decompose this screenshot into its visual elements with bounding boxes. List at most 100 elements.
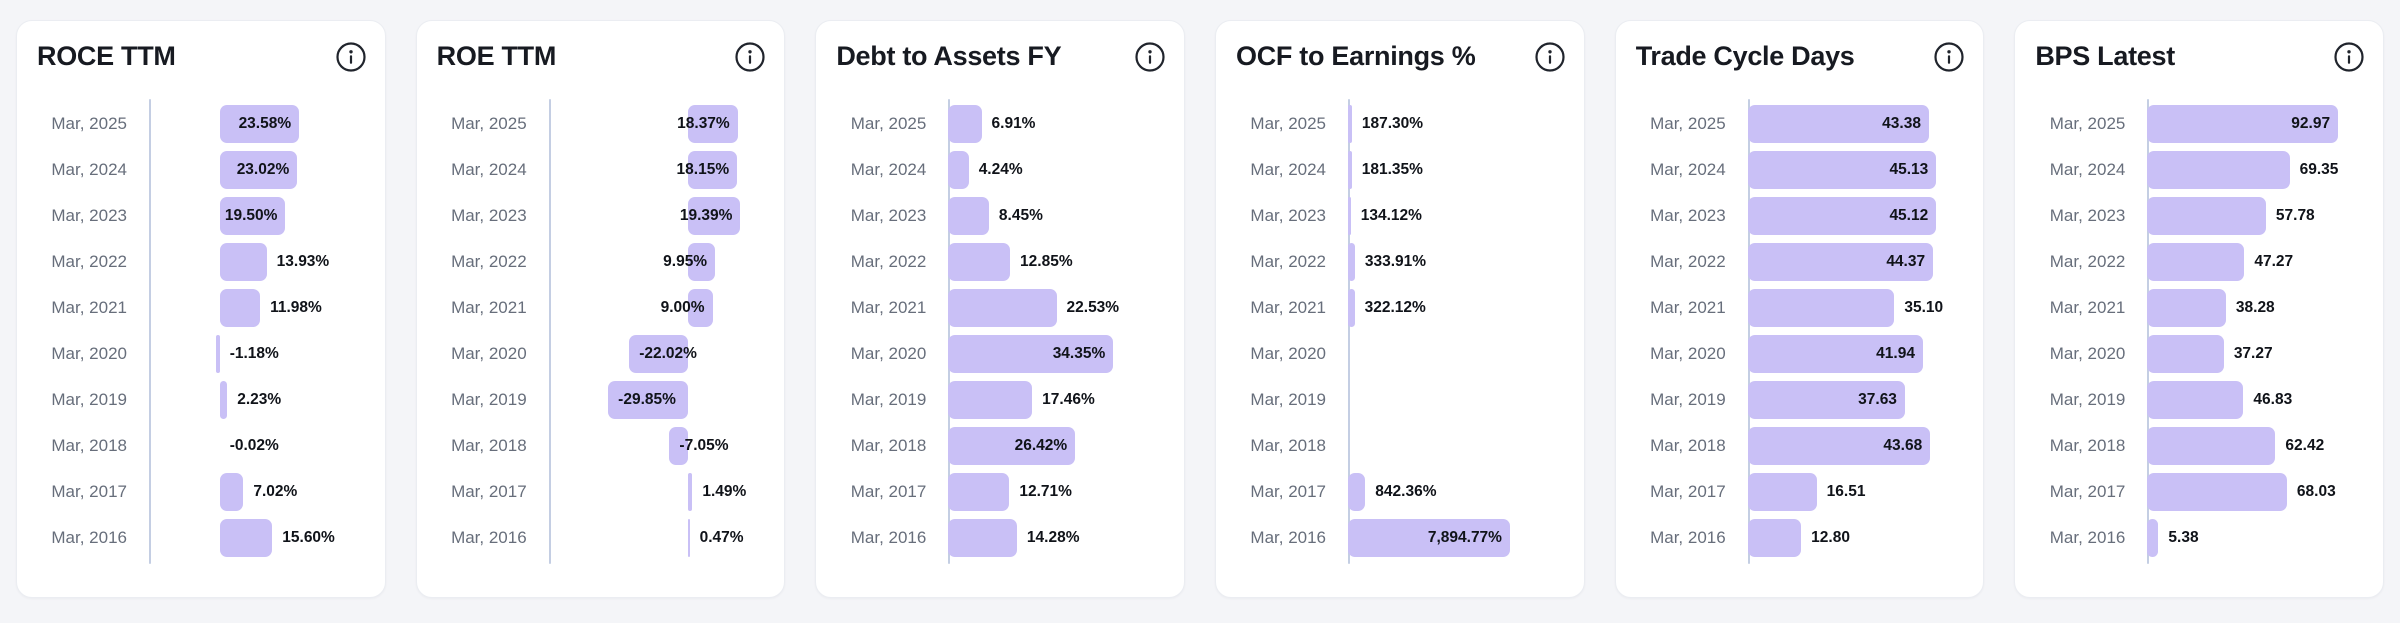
value-bar[interactable] [219,473,244,511]
value-bar[interactable] [2147,335,2224,373]
period-label: Mar, 2016 [1650,528,1726,547]
value-bar[interactable] [688,473,693,511]
period-label: Mar, 2023 [1250,206,1327,225]
value-bar[interactable] [2147,381,2244,419]
row-plot-area: 45.13 [1747,151,1974,189]
value-bar[interactable] [948,197,989,235]
row-plot-area: 7,894.77% [1348,519,1574,557]
value-label: 8.45% [998,207,1043,224]
row-plot-area: 8.45% [948,197,1174,235]
value-bar[interactable] [608,381,689,419]
value-bar[interactable] [948,519,1017,557]
period-label: Mar, 2019 [850,390,927,409]
row-plot-area: 11.98% [149,289,375,327]
chart-row: Mar, 2019 17.46% [836,377,1174,423]
period-label: Mar, 2023 [2049,206,2126,225]
value-bar[interactable] [948,243,1011,281]
info-icon[interactable] [1134,41,1166,73]
value-bar[interactable] [219,151,298,189]
value-bar[interactable] [1747,151,1937,189]
value-bar[interactable] [2147,473,2287,511]
value-bar[interactable] [219,105,300,143]
value-bar[interactable] [1747,381,1905,419]
value-bar[interactable] [1348,473,1366,511]
value-bar[interactable] [2147,519,2159,557]
row-plot-area: 23.02% [149,151,375,189]
chart-row: Mar, 2025 18.37% [437,101,775,147]
period-label: Mar, 2020 [850,344,927,363]
period-label: Mar, 2025 [2049,114,2126,133]
chart-row: Mar, 2021 35.10 [1636,285,1974,331]
value-bar[interactable] [1348,519,1510,557]
value-bar[interactable] [2147,427,2276,465]
chart-row: Mar, 2020 41.94 [1636,331,1974,377]
value-label: 69.35 [2299,161,2339,178]
value-bar[interactable] [2147,289,2226,327]
value-bar[interactable] [1747,519,1802,557]
value-bar[interactable] [1348,151,1352,189]
period-label: Mar, 2021 [850,298,927,317]
value-bar[interactable] [2147,105,2339,143]
value-bar[interactable] [948,151,969,189]
value-label: 2.23% [237,391,282,408]
value-bar[interactable] [219,197,286,235]
value-bar[interactable] [688,197,741,235]
value-bar[interactable] [669,427,689,465]
value-label: 57.78 [2275,207,2315,224]
value-label: 16.51 [1826,483,1866,500]
bar-chart: Mar, 2025 92.97 Mar, 2024 69.35 Mar, 202… [2035,99,2373,564]
chart-row: Mar, 2024 69.35 [2035,147,2373,193]
info-icon[interactable] [2333,41,2365,73]
chart-row: Mar, 2020 [1236,331,1574,377]
row-plot-area: 34.35% [948,335,1174,373]
chart-row: Mar, 2020 34.35% [836,331,1174,377]
chart-row: Mar, 2017 1.49% [437,469,775,515]
info-icon[interactable] [1534,41,1566,73]
value-bar[interactable] [948,289,1057,327]
value-bar[interactable] [688,289,713,327]
value-bar[interactable] [215,335,220,373]
row-plot-area: 19.39% [549,197,775,235]
value-bar[interactable] [1747,105,1929,143]
value-bar[interactable] [219,289,261,327]
value-bar[interactable] [1747,427,1931,465]
value-bar[interactable] [948,335,1114,373]
value-bar[interactable] [1747,289,1895,327]
value-bar[interactable] [1348,243,1355,281]
row-plot-area: -22.02% [549,335,775,373]
value-bar[interactable] [688,243,716,281]
period-label: Mar, 2022 [451,252,527,271]
value-bar[interactable] [948,473,1010,511]
value-bar[interactable] [948,105,982,143]
value-bar[interactable] [948,427,1076,465]
info-icon[interactable] [1933,41,1965,73]
metric-card: OCF to Earnings % Mar, 2025 187.30% Mar,… [1215,20,1585,598]
value-bar[interactable] [688,151,738,189]
value-bar[interactable] [2147,151,2290,189]
value-bar[interactable] [1747,197,1937,235]
value-bar[interactable] [1348,289,1355,327]
value-label: 62.42 [2285,437,2325,454]
info-icon[interactable] [335,41,367,73]
value-label: 19.50% [224,207,278,224]
value-bar[interactable] [1747,335,1923,373]
value-bar[interactable] [2147,197,2266,235]
value-bar[interactable] [1348,197,1351,235]
value-bar[interactable] [1348,105,1352,143]
value-bar[interactable] [219,519,273,557]
chart-row: Mar, 2018 -7.05% [437,423,775,469]
value-bar[interactable] [219,243,267,281]
chart-row: Mar, 2018 26.42% [836,423,1174,469]
period-label: Mar, 2016 [2049,528,2126,547]
value-bar[interactable] [948,381,1033,419]
value-bar[interactable] [1747,243,1934,281]
chart-row: Mar, 2016 0.47% [437,515,775,561]
value-bar[interactable] [688,519,690,557]
info-icon[interactable] [734,41,766,73]
metric-card: Debt to Assets FY Mar, 2025 6.91% Mar, 2… [815,20,1186,598]
value-bar[interactable] [688,105,738,143]
value-bar[interactable] [1747,473,1817,511]
value-bar[interactable] [219,381,228,419]
value-bar[interactable] [2147,243,2245,281]
value-bar[interactable] [629,335,689,373]
